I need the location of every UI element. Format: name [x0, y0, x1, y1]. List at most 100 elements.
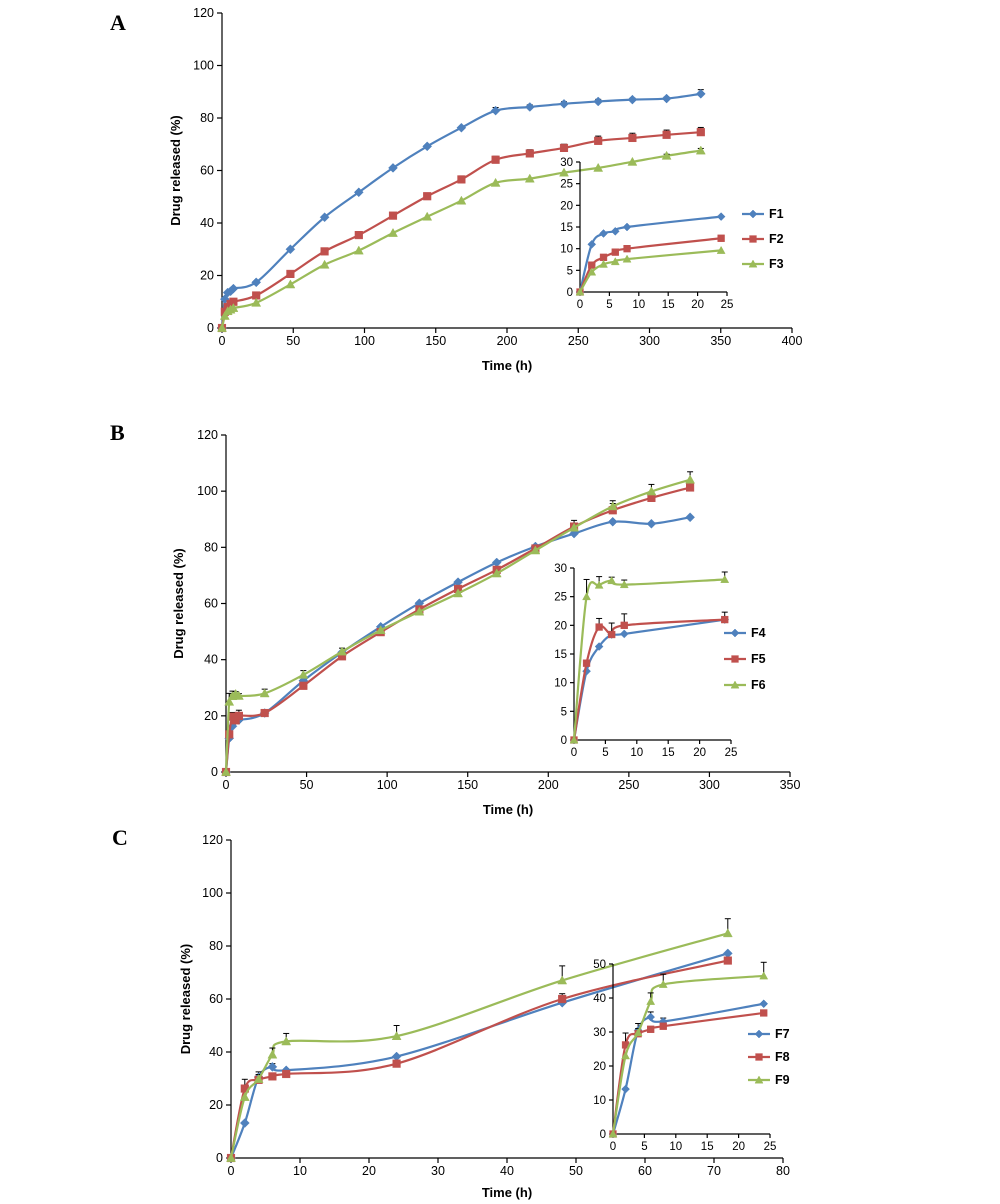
y-tick-label: 50 [593, 959, 606, 971]
data-point [422, 211, 433, 221]
legend-item: F5 [724, 652, 766, 666]
legend-marker [755, 1053, 763, 1061]
y-tick-label: 20 [204, 709, 218, 723]
legend-item: F6 [724, 678, 766, 692]
x-tick-label: 25 [725, 747, 738, 759]
legend-marker [748, 259, 758, 268]
legend-marker [748, 209, 758, 219]
data-point [610, 257, 620, 266]
data-point [260, 708, 269, 718]
x-tick-label: 10 [632, 299, 645, 311]
data-point [685, 474, 696, 484]
data-point [599, 259, 608, 268]
data-point [259, 688, 270, 698]
panel-letter: C [112, 825, 128, 850]
x-tick-label: 25 [721, 299, 734, 311]
data-point [759, 971, 769, 980]
x-tick-label: 0 [610, 1141, 616, 1153]
legend-label: F9 [775, 1073, 790, 1087]
x-tick-label: 15 [662, 747, 675, 759]
data-point [354, 231, 363, 240]
x-tick-label: 5 [641, 1141, 647, 1153]
data-point [559, 143, 569, 153]
x-tick-label: 200 [538, 778, 559, 792]
series-F7 [608, 999, 769, 1139]
data-point [298, 669, 309, 679]
legend-item: F3 [742, 257, 784, 271]
data-point [646, 1012, 656, 1022]
data-point [685, 512, 695, 523]
data-point [225, 730, 234, 739]
y-axis-title: Drug released (%) [178, 944, 193, 1055]
data-point [524, 102, 535, 112]
y-tick-label: 40 [209, 1045, 223, 1059]
panel-letter: A [110, 10, 126, 35]
x-tick-label: 20 [362, 1164, 376, 1178]
data-point [281, 1036, 292, 1046]
y-tick-label: 100 [193, 59, 214, 73]
data-point [453, 588, 463, 598]
y-tick-label: 60 [200, 164, 214, 178]
legend: F7 F8 F9 [748, 1027, 790, 1087]
series-F2 [576, 234, 725, 296]
data-point [234, 711, 243, 720]
x-tick-label: 15 [662, 299, 675, 311]
data-point [662, 130, 671, 139]
y-tick-label: 120 [197, 428, 218, 442]
data-point [588, 261, 596, 269]
legend: F4 F5 F6 [724, 626, 766, 692]
data-point [337, 646, 347, 656]
data-point [490, 105, 501, 116]
legend-label: F1 [769, 207, 784, 221]
data-point [239, 1092, 250, 1101]
data-point [723, 956, 732, 965]
legend-item: F7 [748, 1027, 790, 1041]
data-point [608, 630, 616, 639]
x-tick-label: 70 [707, 1164, 721, 1178]
x-tick-label: 0 [571, 747, 577, 759]
x-axis-title: Time (h) [483, 802, 533, 817]
data-point [627, 94, 638, 105]
y-tick-label: 5 [567, 265, 573, 277]
y-tick-label: 100 [202, 886, 223, 900]
x-tick-label: 100 [377, 778, 398, 792]
y-tick-label: 25 [554, 592, 567, 604]
data-point [414, 606, 425, 616]
series-line [572, 578, 725, 741]
data-point [226, 1152, 236, 1162]
data-point [646, 518, 657, 529]
data-point [299, 681, 308, 690]
inset-chart: 0 10 20 30 40 50 0 5 10 15 20 25 F7 F8 F9 [593, 959, 789, 1153]
series-F1 [575, 212, 726, 297]
x-tick-label: 40 [500, 1164, 514, 1178]
data-point [659, 1022, 667, 1030]
y-axis-title: Drug released (%) [168, 115, 183, 226]
data-point [647, 1025, 655, 1033]
x-tick-label: 60 [638, 1164, 652, 1178]
legend-item: F2 [742, 232, 784, 246]
series-F3 [575, 245, 726, 296]
legend: F1 F2 F3 [742, 207, 784, 271]
y-tick-label: 30 [560, 157, 573, 169]
data-point [594, 580, 604, 589]
series-line [229, 959, 729, 1159]
legend-item: F4 [724, 626, 766, 640]
data-point [619, 580, 629, 589]
x-tick-label: 20 [691, 299, 704, 311]
x-tick-label: 0 [223, 778, 230, 792]
x-tick-label: 200 [497, 334, 518, 348]
y-tick-label: 0 [216, 1151, 223, 1165]
data-point [760, 1009, 768, 1017]
y-tick-label: 0 [567, 287, 573, 299]
data-point [251, 297, 262, 307]
y-tick-label: 80 [209, 939, 223, 953]
y-tick-label: 0 [600, 1129, 606, 1141]
x-tick-label: 250 [568, 334, 589, 348]
y-tick-label: 20 [209, 1098, 223, 1112]
data-point [490, 177, 501, 187]
data-point [599, 229, 608, 238]
data-point [620, 621, 628, 629]
